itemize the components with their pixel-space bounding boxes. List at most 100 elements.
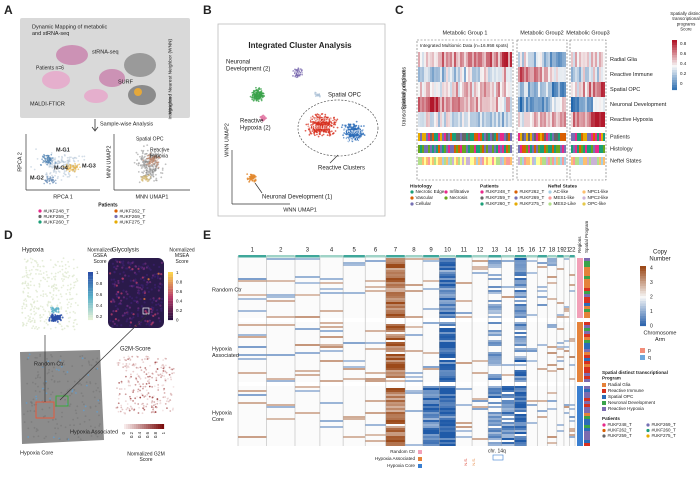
spot [33, 426, 36, 429]
spot [137, 412, 140, 414]
colorbar [158, 424, 161, 429]
scatter-dot [252, 177, 255, 180]
spot [135, 285, 139, 289]
cnv-cell [556, 424, 564, 426]
spot [43, 265, 45, 268]
spot [60, 415, 63, 418]
spot [66, 438, 69, 441]
cnv-cell [385, 312, 406, 314]
spot [35, 397, 38, 400]
cnv-cell [514, 348, 527, 350]
annotation-cell [440, 157, 442, 165]
scatter-dot [316, 122, 318, 125]
spot [135, 377, 138, 380]
colorbar [168, 293, 173, 297]
spot [164, 364, 167, 367]
annotation-cell [472, 133, 474, 141]
annotation-cell [575, 157, 577, 165]
program-bar [584, 419, 590, 422]
spot [127, 366, 130, 369]
annotation-cell [595, 133, 597, 141]
heat-cell [585, 52, 587, 67]
spot [139, 298, 142, 301]
spot [33, 305, 36, 308]
annotation-cell [466, 157, 468, 165]
cnv-cell [405, 372, 423, 374]
cnv-cell [294, 316, 320, 318]
spot [55, 368, 58, 371]
cnv-cell [488, 322, 502, 324]
row-label: Neuronal Development [610, 102, 667, 108]
heat-cell [558, 82, 560, 97]
heat-cell [573, 112, 575, 127]
colorbar-tick: 0.6 [145, 431, 150, 438]
spot [47, 371, 50, 374]
cnv-cell [556, 302, 564, 304]
heat-cell [591, 112, 593, 127]
annotation-cell [538, 157, 540, 165]
heat-cell [601, 67, 603, 82]
cnv-cell [365, 260, 386, 262]
cnv-cell [514, 378, 527, 380]
heat-cell [540, 82, 542, 97]
cnv-cell [563, 306, 570, 308]
cnv-cell [547, 436, 557, 438]
spot [113, 285, 116, 288]
program-bar [584, 264, 590, 267]
annotation-cell [593, 145, 595, 153]
annotation-cell [456, 145, 458, 153]
colorbar [168, 286, 173, 289]
cnv-cell [385, 368, 406, 370]
spot [139, 266, 142, 269]
annotation-cell [426, 133, 428, 141]
legend-title: Program [602, 376, 621, 381]
colorbar-title: Copy [653, 250, 667, 256]
scatter-dot [46, 157, 49, 160]
spot [146, 398, 149, 400]
cnv-cell [385, 410, 406, 412]
cnv-cell [547, 260, 557, 262]
annotation-cell [524, 133, 526, 141]
spot [98, 402, 101, 405]
scatter-dot [159, 157, 161, 159]
scatter-dot [63, 170, 66, 173]
spot [120, 388, 123, 390]
heat-cell [450, 97, 452, 112]
cnv-cell [439, 392, 456, 394]
spot [29, 321, 32, 323]
colorbar [142, 424, 145, 429]
spot [160, 273, 163, 276]
spot [110, 278, 113, 281]
cnv-cell [563, 308, 570, 310]
cnv-cell [569, 274, 575, 276]
annotation-cell [500, 157, 502, 165]
annotation-cell [506, 145, 508, 153]
spot [117, 290, 120, 294]
scatter-dot [258, 91, 261, 94]
cnv-cell [526, 350, 538, 352]
heat-cell [579, 52, 581, 67]
spot [159, 304, 162, 307]
cnv-cell [294, 282, 320, 284]
spot [49, 259, 52, 261]
spot [152, 314, 155, 317]
cnv-cell [488, 432, 502, 434]
annotation-cell [577, 157, 579, 165]
cnv-cell [439, 328, 456, 330]
colorbar [150, 424, 153, 429]
spot [66, 380, 69, 383]
heat-cell [494, 52, 496, 67]
spot [142, 385, 145, 388]
cnv-cell [266, 404, 295, 406]
spot [36, 265, 39, 268]
annotation-cell [536, 133, 538, 141]
annotation-cell [558, 133, 560, 141]
spot [162, 370, 165, 372]
heat-cell [595, 112, 597, 127]
heat-cell [603, 52, 605, 67]
cnv-cell [488, 422, 502, 424]
cnv-cell [514, 356, 527, 358]
spot [125, 359, 127, 362]
annotation-cell [422, 133, 424, 141]
